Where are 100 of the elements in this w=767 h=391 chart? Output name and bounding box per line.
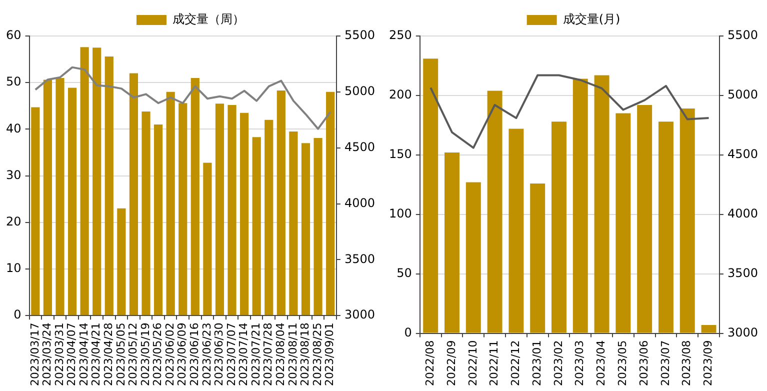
y-tick-label: 30 — [6, 168, 22, 182]
x-tick-label: 2023/02 — [552, 340, 565, 386]
x-tick-label: 2023/04/28 — [102, 322, 115, 386]
bar — [508, 128, 524, 333]
y2-tick-label: 5500 — [344, 28, 376, 42]
y-tick-label: 50 — [396, 266, 412, 280]
y-tick-label: 250 — [389, 28, 412, 42]
y-tick-label: 40 — [6, 121, 22, 136]
x-tick-label: 2023/07/14 — [237, 322, 250, 386]
bar — [129, 73, 138, 316]
x-tick-label: 2023/09 — [702, 340, 715, 386]
bar — [190, 78, 200, 316]
bar — [314, 138, 322, 316]
bar — [326, 92, 335, 316]
y-tick-label: 150 — [389, 147, 412, 162]
bar — [240, 112, 249, 316]
bar — [43, 80, 52, 316]
bar — [658, 122, 674, 333]
x-tick-label: 2023/06 — [637, 340, 650, 386]
y2-tick-label: 3500 — [727, 266, 758, 280]
x-tick-label: 2023/09/01 — [323, 322, 336, 386]
x-tick-label: 2023/01 — [530, 340, 544, 386]
x-tick-label: 2023/06/02 — [163, 322, 176, 386]
bar — [80, 47, 89, 316]
y-tick-label: 0 — [404, 325, 412, 340]
bar — [680, 108, 695, 333]
bar — [215, 104, 224, 316]
bar — [572, 78, 588, 333]
bar — [92, 48, 102, 316]
y2-tick-label: 5500 — [727, 28, 758, 42]
x-tick-label: 2022/09 — [444, 340, 458, 386]
y-tick-label: 100 — [389, 206, 412, 221]
bar — [423, 58, 438, 333]
bar — [142, 111, 150, 316]
x-tick-label: 2023/06/30 — [212, 322, 226, 386]
x-tick-label: 2023/04/21 — [90, 322, 103, 386]
y2-tick-label: 4500 — [344, 140, 376, 154]
y2-tick-label: 4000 — [727, 206, 758, 221]
legend-label: 成交量（周） — [172, 12, 244, 26]
x-tick-label: 2023/05/19 — [138, 322, 152, 386]
x-tick-label: 2023/05 — [616, 340, 630, 386]
bar — [166, 92, 175, 316]
bar — [616, 113, 631, 333]
x-tick-label: 2023/08/25 — [310, 322, 324, 386]
x-tick-label: 2023/07/07 — [224, 322, 238, 386]
x-tick-label: 2023/08/11 — [286, 322, 300, 386]
x-tick-label: 2022/08 — [423, 340, 436, 386]
bar — [264, 120, 274, 316]
x-tick-label: 2023/03/24 — [40, 322, 54, 386]
bar — [68, 88, 77, 316]
bar — [117, 208, 126, 316]
y2-tick-label: 3000 — [344, 308, 376, 322]
x-tick-label: 2023/03 — [573, 340, 586, 386]
legend-label: 成交量(月) — [562, 12, 620, 26]
x-tick-label: 2023/06/23 — [200, 322, 214, 386]
x-tick-label: 2023/05/05 — [114, 322, 128, 386]
y-tick-label: 50 — [6, 74, 22, 89]
bar — [252, 137, 261, 316]
x-tick-label: 2023/08/18 — [298, 322, 312, 386]
y-tick-label: 60 — [6, 28, 22, 42]
y2-tick-label: 4500 — [727, 147, 758, 162]
x-tick-label: 2022/12 — [509, 340, 522, 386]
bar — [466, 182, 481, 333]
y2-tick-label: 5000 — [344, 84, 376, 98]
y2-tick-label: 3500 — [344, 252, 376, 266]
y-tick-label: 20 — [6, 214, 22, 229]
y2-tick-label: 4000 — [344, 196, 376, 210]
x-tick-label: 2023/07 — [658, 340, 672, 386]
x-tick-label: 2023/05/26 — [151, 322, 164, 386]
bar — [530, 183, 546, 333]
x-tick-label: 2023/05/12 — [126, 322, 140, 386]
bar — [154, 124, 163, 316]
bar — [701, 324, 716, 333]
x-tick-label: 2023/03/17 — [28, 322, 42, 386]
bar — [301, 143, 310, 316]
x-tick-label: 2022/11 — [488, 340, 501, 386]
bar — [444, 152, 460, 333]
bar — [228, 104, 236, 316]
bar — [276, 90, 286, 316]
x-tick-label: 2023/08 — [680, 340, 694, 386]
y2-tick-label: 3000 — [727, 325, 758, 340]
x-tick-label: 2023/03/31 — [52, 322, 66, 386]
bar — [104, 56, 114, 316]
bar — [178, 103, 188, 316]
x-tick-label: 2022/10 — [466, 340, 480, 386]
x-tick-label: 2023/08/04 — [274, 322, 288, 386]
x-tick-label: 2023/06/16 — [188, 322, 202, 386]
bar — [594, 75, 610, 333]
x-tick-label: 2023/04/14 — [77, 322, 90, 386]
bar — [31, 107, 40, 316]
bar — [203, 162, 212, 316]
y-tick-label: 200 — [389, 88, 412, 102]
bar — [56, 78, 64, 316]
bar — [289, 132, 298, 316]
x-tick-label: 2023/06/09 — [176, 322, 189, 386]
x-tick-label: 2023/07/21 — [249, 322, 262, 386]
y2-tick-label: 5000 — [727, 88, 758, 102]
bar — [487, 90, 502, 333]
x-tick-label: 2023/07/28 — [262, 322, 275, 386]
y-tick-label: 10 — [6, 261, 22, 276]
